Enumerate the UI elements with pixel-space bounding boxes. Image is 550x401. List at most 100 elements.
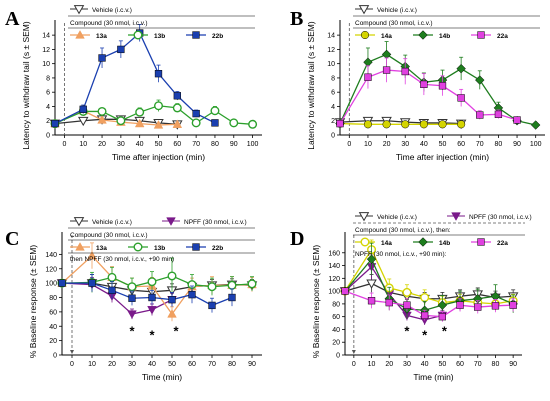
y-tick-label: 80 [332,301,340,308]
x-tick-label: 20 [385,361,393,368]
legend-entry-label: 13a [96,33,107,40]
data-point [167,271,177,281]
data-point [382,120,391,129]
legend-marker [418,237,428,247]
panel-d: D 0 10 20 30 40 50 60 70 80 90 0 20 40 60 80 100 120 140 16… [290,212,532,382]
series-line [344,248,514,305]
data-point [513,116,521,124]
x-tick-label: 0 [347,141,351,148]
series-22a [341,287,517,322]
x-tick-label: 50 [155,141,163,148]
series-line [344,257,514,311]
y-tick-label: 12 [327,47,335,54]
data-point [51,119,59,128]
data-point [172,119,183,128]
data-point [494,110,503,118]
data-point [474,303,482,311]
x-tick-label: 20 [108,361,116,368]
panel-letter: A [5,8,20,30]
data-point [457,120,466,129]
significance-star: * [129,324,135,339]
series-line [339,69,518,124]
x-tick-label: 0 [70,361,74,368]
y-tick-label: 140 [328,263,340,270]
data-point [401,67,409,76]
legend-entry-label: 13b [154,245,165,252]
data-point [207,282,217,292]
legend-marker [133,30,143,40]
x-tick-label: 50 [168,361,176,368]
legend-entry-label: 14a [381,33,392,40]
legend-entry-label: 22b [212,33,223,40]
legend-marker [75,242,85,251]
data-point [341,287,349,295]
legend-marker [358,5,370,15]
data-point [421,311,429,320]
data-point [97,106,107,116]
y-tick-label: 0 [336,353,340,360]
y-tick-label: 120 [328,276,340,283]
data-point [77,116,89,127]
significance-star: * [442,324,448,339]
data-point [363,57,373,67]
y-tick-label: 0 [53,353,57,360]
data-point [108,286,116,294]
legend-npff-label: NPFF (30 nmol, i.c.v.) [469,214,532,221]
legend-compound-header: Compound (30 nmol, i.c.v.), then: [355,227,451,234]
series-13b [57,257,257,296]
y-tick-label: 20 [332,340,340,347]
x-tick-label: 20 [98,141,106,148]
significance-star: * [404,324,410,339]
x-tick-label: 80 [495,141,503,148]
panel-letter: B [290,8,303,30]
data-point [420,80,428,89]
data-point [367,297,376,305]
data-point [336,119,344,128]
y-tick-label: 100 [328,289,340,296]
data-point [227,280,237,290]
panel-letter: C [5,228,19,250]
legend-marker [418,30,428,40]
legend-vehicle-label: Vehicle (i.c.v.) [92,219,132,226]
data-point [491,302,500,310]
x-axis-label: Time after injection (min) [396,152,489,162]
y-tick-label: 2 [46,118,50,125]
y-tick-label: 6 [331,90,335,97]
series-22b [51,24,219,128]
legend-entry-label: 14b [439,33,450,40]
data-point [385,298,393,307]
y-tick-label: 0 [331,133,335,140]
legend-marker [73,5,85,15]
legend-entry-label: 14b [439,240,450,247]
x-tick-label: 10 [364,141,372,148]
data-point [457,94,465,102]
injection-arrow [70,350,74,354]
legend-entry-label: 22b [212,245,223,252]
data-point [148,293,156,302]
legend-compound-header: Compound (30 nmol, i.c.v.) [70,20,148,27]
y-tick-label: 14 [42,33,50,40]
x-tick-label: 90 [248,361,256,368]
legend-marker [75,30,85,39]
data-point [476,111,484,119]
panel-b: B 0 10 20 30 40 50 60 70 80 90 100 0 2 4 6 8 10 12 14 Time a… [290,5,545,162]
y-tick-label: 4 [46,104,50,111]
data-point [382,66,391,74]
x-tick-label: 30 [128,361,136,368]
y-tick-label: 4 [331,104,335,111]
data-point [401,120,410,129]
x-tick-label: 30 [117,141,125,148]
x-tick-label: 100 [247,141,259,148]
x-tick-label: 50 [438,361,446,368]
legend: Vehicle (i.c.v.) NPFF (30 nmol, i.c.v.) Co… [68,217,255,263]
y-tick-label: 6 [46,90,50,97]
x-tick-label: 70 [192,141,200,148]
x-tick-label: 10 [368,361,376,368]
legend-compound-header: Compound (30 nmol, i.c.v.) [70,232,148,239]
x-tick-label: 30 [401,141,409,148]
legend-marker [166,217,176,226]
data-point [116,116,126,126]
series-vehicle-i-c-v- [56,274,258,299]
legend-marker [192,243,200,251]
data-point [438,313,447,321]
